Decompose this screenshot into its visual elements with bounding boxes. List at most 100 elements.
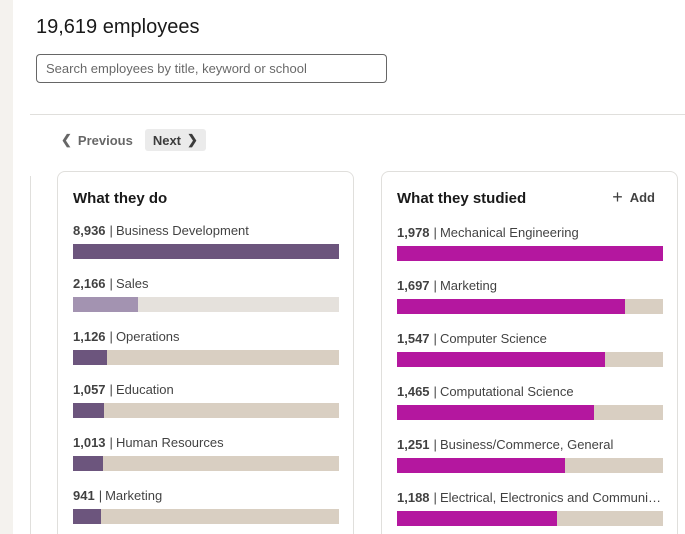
- bar-row-count: 1,978: [397, 225, 430, 240]
- bar-row[interactable]: 1,547 | Computer Science: [397, 331, 663, 367]
- bar-row-category: Human Resources: [115, 435, 224, 450]
- bar-row-label: 2,166 | Sales: [73, 276, 339, 292]
- bar-row-category: Marketing: [105, 488, 163, 503]
- bar-row-count: 1,057: [73, 382, 106, 397]
- add-button[interactable]: + Add: [612, 187, 655, 207]
- bar-row-count: 1,547: [397, 331, 430, 346]
- bar-row-label: 1,188 | Electrical, Electronics and Commun…: [397, 490, 663, 506]
- previous-label: Previous: [77, 132, 133, 148]
- separator: |: [433, 278, 437, 293]
- bar-row-label: 1,126 | Operations: [73, 329, 339, 345]
- bar-row-count: 1,013: [73, 435, 106, 450]
- bar-track[interactable]: [73, 297, 339, 312]
- bar-track[interactable]: [397, 299, 663, 314]
- bar-fill: [397, 299, 626, 314]
- bar-row-count: 1,465: [397, 384, 430, 399]
- bar-track[interactable]: [73, 350, 339, 365]
- bar-fill: [397, 246, 663, 261]
- bar-row-label: 941 | Marketing: [73, 488, 339, 504]
- separator: |: [433, 225, 437, 240]
- chevron-right-icon: ❯: [187, 132, 198, 147]
- what-they-studied-card: What they studied + Add 1,978 | Mechanical…: [381, 171, 678, 534]
- separator: |: [433, 490, 437, 505]
- bar-row-count: 1,697: [397, 278, 430, 293]
- plus-icon: +: [612, 187, 623, 207]
- chevron-left-icon: ❮: [61, 132, 72, 147]
- bar-row[interactable]: 1,978 | Mechanical Engineering: [397, 225, 663, 261]
- bar-row-label: 1,057 | Education: [73, 382, 339, 398]
- what-they-do-card: What they do 8,936 | Business Development 2…: [57, 171, 354, 534]
- bar-row-category: Operations: [115, 329, 180, 344]
- bar-row-count: 8,936: [73, 223, 106, 238]
- bar-row[interactable]: 1,188 | Electrical, Electronics and Commun…: [397, 490, 663, 526]
- bar-row-count: 1,188: [397, 490, 430, 505]
- bar-fill: [397, 511, 557, 526]
- bar-fill: [73, 403, 105, 418]
- separator: |: [433, 331, 437, 346]
- bar-row[interactable]: 1,251 | Business/Commerce, General: [397, 437, 663, 473]
- bar-track[interactable]: [397, 458, 663, 473]
- bar-row[interactable]: 1,057 | Education: [73, 382, 339, 418]
- bar-track[interactable]: [397, 246, 663, 261]
- bar-row-category: Computational Science: [439, 384, 574, 399]
- bar-row-label: 1,978 | Mechanical Engineering: [397, 225, 663, 241]
- bar-row-category: Education: [115, 382, 174, 397]
- separator: |: [433, 437, 437, 452]
- bar-fill: [73, 244, 339, 259]
- bar-row-label: 1,251 | Business/Commerce, General: [397, 437, 663, 453]
- bar-row-category: Mechanical Engineering: [439, 225, 579, 240]
- employee-count: 19,619 employees: [36, 16, 200, 38]
- bar-row-count: 1,126: [73, 329, 106, 344]
- bar-row-label: 8,936 | Business Development: [73, 223, 339, 239]
- bar-row[interactable]: 8,936 | Business Development: [73, 223, 339, 259]
- pagination: ❮ Previous Next ❯: [57, 129, 206, 151]
- bar-row[interactable]: 1,697 | Marketing: [397, 278, 663, 314]
- card-title: What they do: [73, 190, 168, 207]
- bar-row-label: 1,547 | Computer Science: [397, 331, 663, 347]
- bar-row-category: Electrical, Electronics and Communicatio…: [439, 490, 663, 505]
- bar-row[interactable]: 1,126 | Operations: [73, 329, 339, 365]
- separator: |: [109, 223, 113, 238]
- bar-fill: [73, 456, 104, 471]
- bar-row-category: Marketing: [439, 278, 498, 293]
- bar-track[interactable]: [73, 509, 339, 524]
- add-label: Add: [629, 189, 655, 205]
- bar-row-category: Business/Commerce, General: [439, 437, 614, 452]
- separator: |: [109, 382, 113, 397]
- bar-row[interactable]: 941 | Marketing: [73, 488, 339, 524]
- bar-track[interactable]: [397, 511, 663, 526]
- employee-search-input[interactable]: [36, 54, 387, 83]
- bar-fill: [397, 458, 566, 473]
- bar-track[interactable]: [397, 405, 663, 420]
- separator: |: [109, 276, 113, 291]
- bar-fill: [397, 352, 605, 367]
- separator: |: [109, 435, 113, 450]
- bar-row[interactable]: 1,013 | Human Resources: [73, 435, 339, 471]
- bar-row-category: Computer Science: [439, 331, 547, 346]
- previous-card-edge: [30, 176, 31, 534]
- bar-row-label: 1,013 | Human Resources: [73, 435, 339, 451]
- bar-fill: [73, 297, 138, 312]
- separator: |: [109, 329, 113, 344]
- bar-row-label: 1,465 | Computational Science: [397, 384, 663, 400]
- people-insights-panel: 19,619 employees ❮ Previous Next ❯ What …: [13, 0, 685, 534]
- bar-track[interactable]: [73, 403, 339, 418]
- divider: [30, 114, 685, 115]
- card-title: What they studied: [397, 190, 527, 207]
- bar-track[interactable]: [397, 352, 663, 367]
- bar-track[interactable]: [73, 244, 339, 259]
- bar-row-category: Business Development: [115, 223, 249, 238]
- bar-row-category: Sales: [115, 276, 149, 291]
- separator: |: [433, 384, 437, 399]
- next-button[interactable]: Next ❯: [144, 129, 206, 151]
- bar-row-count: 941: [73, 488, 95, 503]
- bar-fill: [73, 350, 107, 365]
- bar-row-label: 1,697 | Marketing: [397, 278, 663, 294]
- bar-row[interactable]: 1,465 | Computational Science: [397, 384, 663, 420]
- previous-button[interactable]: ❮ Previous: [57, 129, 137, 151]
- next-label: Next: [152, 132, 182, 148]
- bar-track[interactable]: [73, 456, 339, 471]
- bar-fill: [397, 405, 595, 420]
- bar-row-count: 2,166: [73, 276, 106, 291]
- bar-row[interactable]: 2,166 | Sales: [73, 276, 339, 312]
